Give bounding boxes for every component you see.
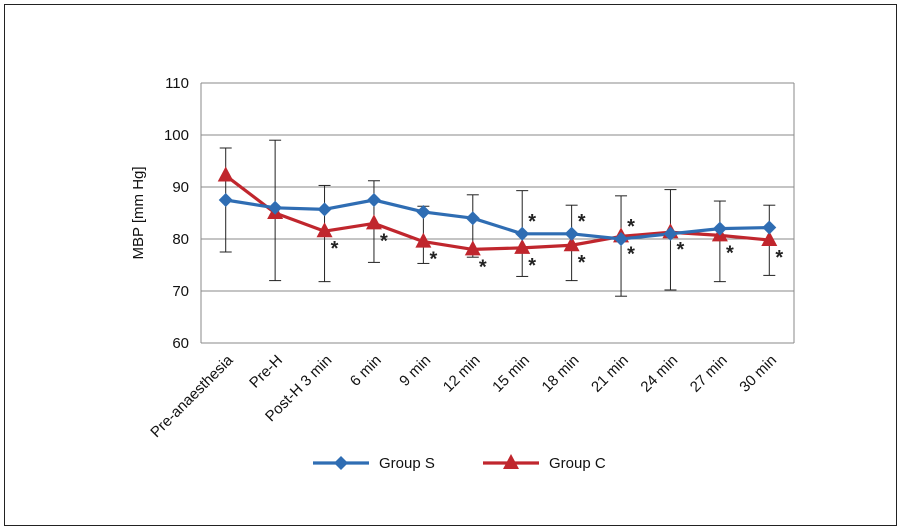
data-point-triangle: [316, 222, 333, 238]
figure-frame: 60 70 80 90 100 110 MBP [mm Hg] * * * * * * * * * * * * *…: [4, 4, 897, 526]
data-point-diamond: [614, 232, 629, 246]
legend-label: Group C: [549, 455, 606, 472]
data-point-diamond: [317, 202, 332, 217]
data-point-diamond: [712, 221, 727, 236]
data-point-diamond: [663, 226, 678, 241]
significance-star: *: [578, 211, 586, 233]
data-point-diamond: [416, 204, 431, 219]
y-axis-title: MBP [mm Hg]: [130, 166, 147, 259]
x-tick-label: 6 min: [347, 352, 385, 390]
data-point-triangle: [365, 214, 382, 230]
legend-triangle-icon: [503, 454, 519, 469]
y-tick-label: 90: [172, 179, 189, 196]
significance-star: *: [677, 239, 685, 261]
x-tick-label: Pre-anaesthesia: [147, 351, 237, 441]
significance-star: *: [331, 238, 339, 260]
y-tick-label: 60: [172, 335, 189, 352]
significance-star: *: [429, 249, 437, 271]
series-markers: [217, 166, 778, 256]
data-point-diamond: [465, 211, 480, 226]
data-point-diamond: [515, 226, 530, 241]
significance-star: *: [528, 255, 536, 277]
data-point-diamond: [366, 193, 381, 207]
data-point-diamond: [268, 200, 283, 215]
significance-star: *: [775, 247, 783, 269]
significance-star: *: [380, 230, 388, 252]
significance-star: *: [726, 242, 734, 264]
significance-markers: * * * * * * * * * * * * *: [331, 211, 784, 279]
legend: Group S Group C: [313, 454, 606, 472]
x-tick-label: 15 min: [489, 352, 533, 396]
legend-label: Group S: [379, 455, 435, 472]
error-bars: [219, 139, 776, 297]
y-tick-label: 110: [165, 75, 189, 92]
data-point-triangle: [415, 232, 432, 248]
significance-star: *: [578, 252, 586, 274]
data-point-diamond: [218, 193, 233, 207]
x-tick-label: 9 min: [396, 352, 434, 390]
significance-star: *: [627, 243, 635, 265]
y-tick-label: 70: [172, 283, 189, 300]
data-point-triangle: [563, 236, 580, 252]
data-point-triangle: [761, 231, 778, 247]
data-point-diamond: [564, 226, 579, 241]
y-axis-ticks: 60 70 80 90 100 110: [164, 75, 189, 352]
significance-star: *: [479, 256, 487, 278]
legend-diamond-icon: [334, 456, 348, 470]
x-tick-label: 27 min: [687, 352, 731, 396]
x-tick-label: 30 min: [736, 352, 780, 396]
x-tick-label: Pre-H: [246, 352, 286, 392]
series-line-group-s: [225, 198, 770, 241]
x-tick-label: 12 min: [440, 352, 484, 396]
significance-star: *: [627, 216, 635, 238]
series-lines: [224, 174, 770, 251]
data-point-diamond: [762, 220, 777, 235]
data-point-triangle: [514, 238, 531, 254]
x-tick-label: 21 min: [588, 352, 632, 396]
x-tick-label: 18 min: [539, 352, 583, 396]
y-tick-label: 100: [164, 127, 189, 144]
data-point-triangle: [464, 240, 481, 256]
significance-star: *: [528, 211, 536, 233]
gridlines: [200, 82, 795, 344]
data-point-triangle: [217, 166, 234, 182]
x-tick-label: 24 min: [637, 352, 681, 396]
y-tick-label: 80: [172, 231, 189, 248]
